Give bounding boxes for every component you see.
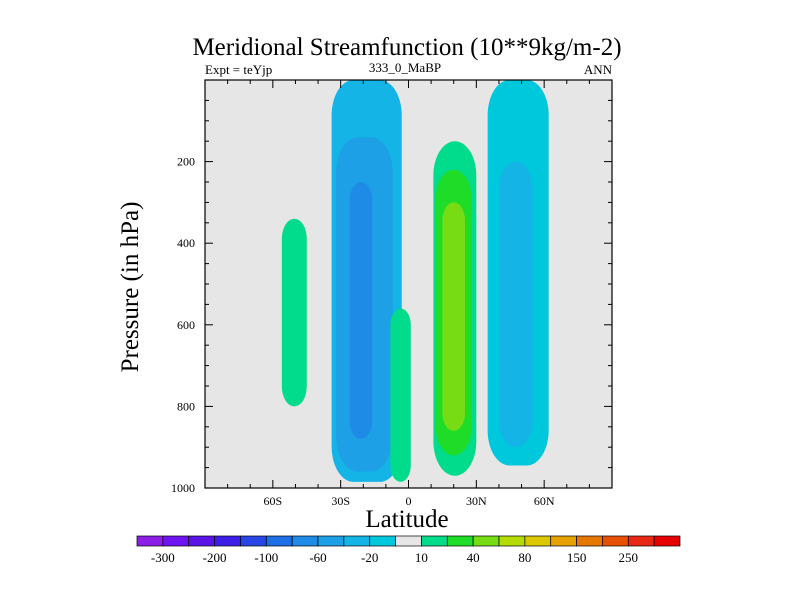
season-label: ANN xyxy=(584,62,613,77)
colorbar-swatch xyxy=(653,535,681,547)
colorbar-swatch xyxy=(395,535,422,547)
x-axis-label: Latitude xyxy=(365,506,448,533)
colorbar-label: -60 xyxy=(309,550,326,565)
x-tick-label: 60S xyxy=(263,494,282,508)
y-tick-label: 600 xyxy=(177,318,195,332)
x-tick-label: 0 xyxy=(406,494,412,508)
nh-hadley-core xyxy=(442,202,466,431)
colorbar-swatch xyxy=(421,535,448,547)
colorbar-swatch xyxy=(214,535,241,547)
sh-hadley-core xyxy=(349,182,373,440)
colorbar-swatch xyxy=(343,535,371,547)
colorbar-swatch xyxy=(240,535,267,547)
colorbar-label: -200 xyxy=(203,550,227,565)
chart-title: Meridional Streamfunction (10**9kg/m-2) xyxy=(192,34,621,61)
colorbar-swatch xyxy=(602,535,629,547)
colorbar-swatch xyxy=(265,535,293,547)
x-tick-label: 30S xyxy=(331,494,350,508)
colorbar-label: 150 xyxy=(567,550,587,565)
y-tick-label: 800 xyxy=(177,399,195,413)
colorbar-swatch xyxy=(576,535,603,547)
colorbar-label: -300 xyxy=(151,550,175,565)
colorbar-label: 10 xyxy=(415,550,428,565)
colorbar-swatch xyxy=(317,535,345,547)
colorbar-swatch xyxy=(291,535,319,547)
case-label: 333_0_MaBP xyxy=(369,60,441,75)
colorbar-swatch xyxy=(446,535,474,547)
plot-area xyxy=(204,79,613,489)
colorbar-swatch xyxy=(472,535,500,547)
x-tick-label: 30N xyxy=(466,494,487,508)
colorbar-swatch xyxy=(188,535,215,547)
y-tick-label: 400 xyxy=(177,236,195,250)
colorbar-swatch xyxy=(524,535,552,547)
experiment-label: Expt = teYjp xyxy=(205,62,272,77)
colorbar-swatch xyxy=(369,535,396,547)
x-tick-label: 60N xyxy=(534,494,555,508)
eq-small-cell xyxy=(390,308,411,482)
colorbar-swatch xyxy=(627,535,655,547)
colorbar-label: -20 xyxy=(361,550,378,565)
axis-ticks: 60S 30S 0 30N 60N 200 400 600 800 1000 xyxy=(171,80,612,508)
colorbar-label: 80 xyxy=(518,550,531,565)
y-tick-label: 1000 xyxy=(171,481,195,495)
colorbar-swatch xyxy=(498,535,526,547)
sh-outer-core xyxy=(281,218,307,407)
y-tick-label: 200 xyxy=(177,155,195,169)
colorbar-label: 250 xyxy=(619,550,639,565)
colorbar: -300 -200 -100 -60 -20 10 40 80 150 250 xyxy=(136,535,681,565)
y-axis-label: Pressure (in hPa) xyxy=(117,202,144,373)
colorbar-swatch xyxy=(550,535,577,547)
colorbar-swatch xyxy=(162,535,190,547)
colorbar-label: -100 xyxy=(254,550,278,565)
nh-ferrel-core xyxy=(498,161,533,448)
colorbar-swatch xyxy=(136,535,164,547)
colorbar-label: 40 xyxy=(467,550,480,565)
